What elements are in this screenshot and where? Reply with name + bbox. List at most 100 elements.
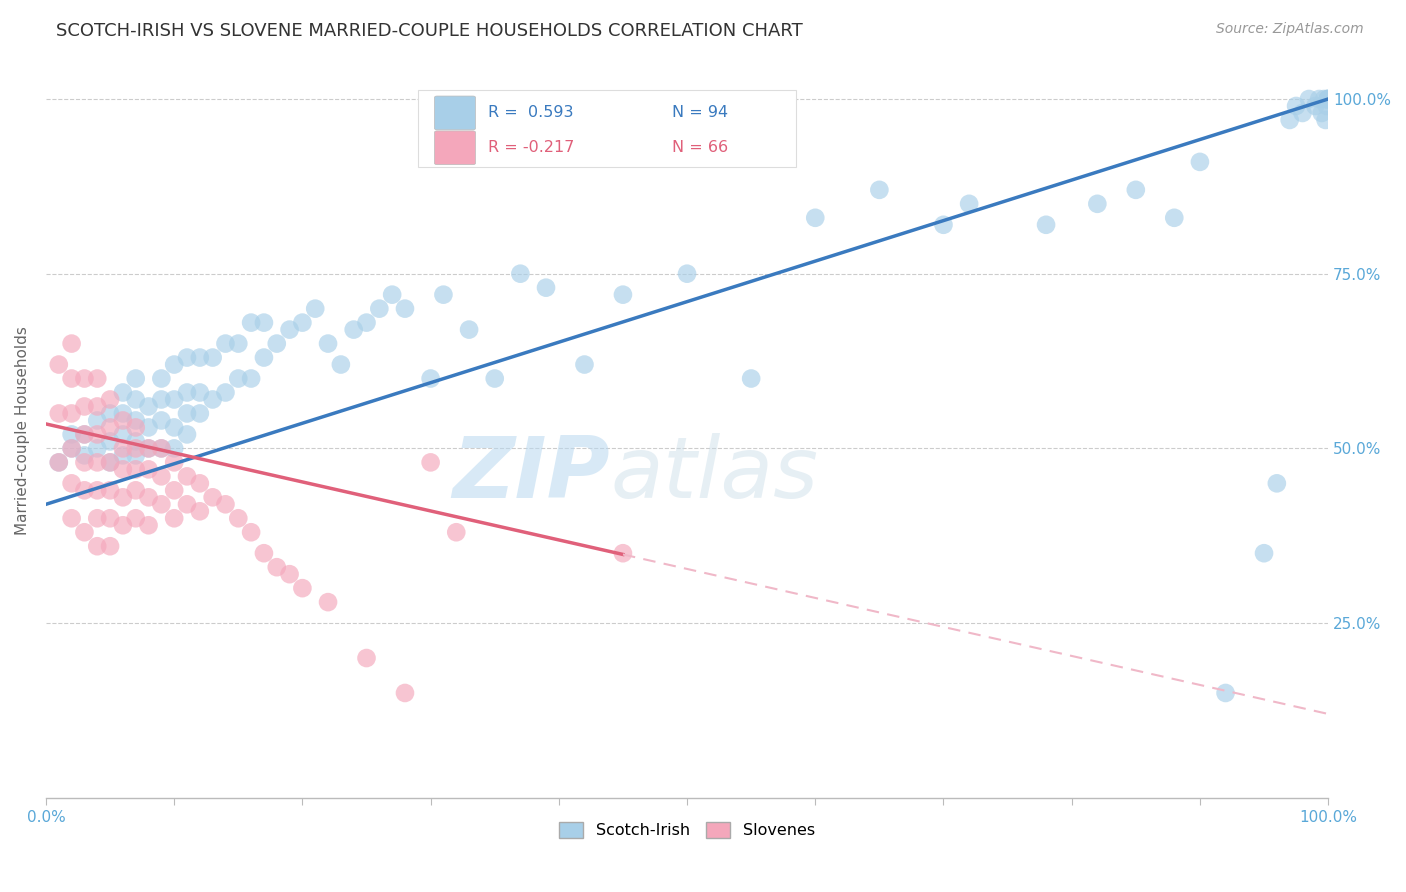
Point [125,413,148,427]
Point [73,427,96,442]
Point [163,420,186,434]
Point [125,511,148,525]
Point [1163,211,1185,225]
Point [163,483,186,498]
Point [240,316,263,330]
Point [150,442,173,456]
Point [60,407,83,421]
Point [201,491,224,505]
Point [86,400,108,414]
Point [138,462,160,476]
Point [86,413,108,427]
Point [226,371,249,385]
Point [48,455,70,469]
Point [111,518,134,533]
Point [868,183,890,197]
Point [534,281,557,295]
Point [86,442,108,456]
Point [125,420,148,434]
Point [73,400,96,414]
Point [1215,686,1237,700]
Point [1315,112,1337,127]
Point [1298,92,1320,106]
Point [1125,183,1147,197]
Point [125,371,148,385]
Point [150,413,173,427]
Point [214,497,236,511]
Point [304,301,326,316]
Point [201,351,224,365]
Point [574,358,596,372]
Point [432,287,454,301]
Point [86,455,108,469]
Point [138,491,160,505]
Point [1317,92,1340,106]
Point [163,358,186,372]
Point [343,323,366,337]
Point [73,483,96,498]
Point [1308,92,1330,106]
Point [111,413,134,427]
Point [291,316,314,330]
Point [125,442,148,456]
Point [111,491,134,505]
Point [98,455,121,469]
Point [419,371,441,385]
Point [1291,106,1313,120]
Text: N = 94: N = 94 [672,105,728,120]
Point [1035,218,1057,232]
Point [226,511,249,525]
Text: SCOTCH-IRISH VS SLOVENE MARRIED-COUPLE HOUSEHOLDS CORRELATION CHART: SCOTCH-IRISH VS SLOVENE MARRIED-COUPLE H… [56,22,803,40]
Point [98,392,121,407]
Point [253,546,276,560]
Point [226,336,249,351]
Point [60,442,83,456]
Point [73,455,96,469]
Point [356,316,378,330]
Point [458,323,481,337]
Point [98,539,121,553]
Point [188,385,211,400]
Point [98,511,121,525]
Point [266,560,288,574]
Point [394,301,416,316]
Point [253,351,276,365]
Point [394,686,416,700]
Point [1253,546,1275,560]
Point [1317,92,1340,106]
Point [60,442,83,456]
Point [48,455,70,469]
Point [176,385,198,400]
Point [163,392,186,407]
Text: Source: ZipAtlas.com: Source: ZipAtlas.com [1216,22,1364,37]
Point [612,287,634,301]
Point [188,504,211,518]
Point [291,581,314,595]
Point [176,427,198,442]
Point [316,595,339,609]
Point [1278,112,1301,127]
Point [98,407,121,421]
Point [60,476,83,491]
Point [1310,106,1333,120]
Point [419,455,441,469]
Point [278,567,301,582]
Point [150,497,173,511]
Point [278,323,301,337]
Point [676,267,699,281]
Point [201,392,224,407]
Point [188,476,211,491]
FancyBboxPatch shape [418,90,796,167]
Legend: Scotch-Irish, Slovenes: Scotch-Irish, Slovenes [553,815,821,845]
Point [1085,196,1108,211]
Text: R =  0.593: R = 0.593 [488,105,574,120]
Point [73,427,96,442]
Point [1265,476,1288,491]
Point [86,511,108,525]
Point [98,420,121,434]
Point [957,196,980,211]
Point [329,358,352,372]
Point [98,434,121,449]
Point [125,392,148,407]
Point [163,455,186,469]
